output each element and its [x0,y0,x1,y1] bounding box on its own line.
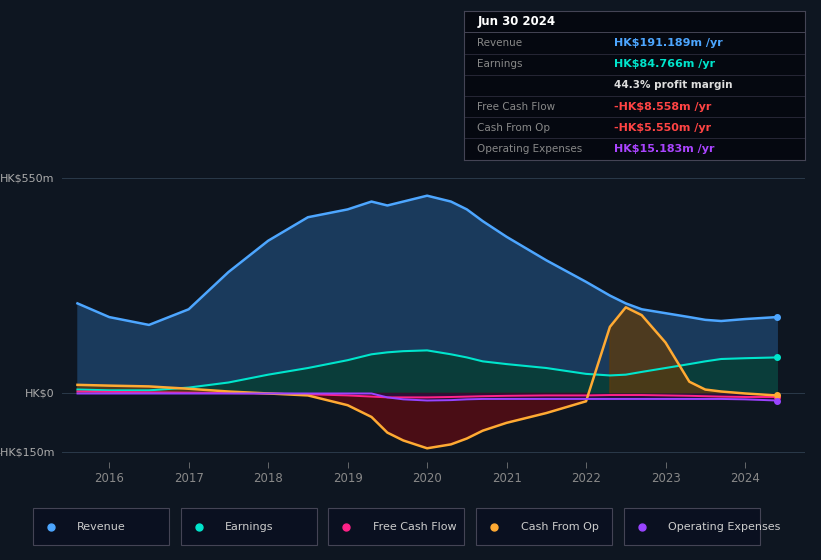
Text: -HK$5.550m /yr: -HK$5.550m /yr [614,123,711,133]
Text: 44.3% profit margin: 44.3% profit margin [614,81,732,90]
Text: HK$84.766m /yr: HK$84.766m /yr [614,59,715,69]
Text: HK$550m: HK$550m [0,173,55,183]
Text: HK$15.183m /yr: HK$15.183m /yr [614,144,714,154]
Text: -HK$150m: -HK$150m [0,447,55,457]
Text: Jun 30 2024: Jun 30 2024 [478,15,556,29]
Text: HK$191.189m /yr: HK$191.189m /yr [614,38,722,48]
FancyBboxPatch shape [33,508,169,545]
FancyBboxPatch shape [328,508,465,545]
Text: Cash From Op: Cash From Op [521,522,599,532]
Text: Cash From Op: Cash From Op [478,123,551,133]
FancyBboxPatch shape [476,508,612,545]
Text: Earnings: Earnings [225,522,273,532]
Text: Earnings: Earnings [478,59,523,69]
Text: Operating Expenses: Operating Expenses [478,144,583,154]
Text: Revenue: Revenue [478,38,523,48]
Text: Free Cash Flow: Free Cash Flow [373,522,456,532]
Text: Free Cash Flow: Free Cash Flow [478,101,556,111]
Text: Revenue: Revenue [77,522,126,532]
Text: Operating Expenses: Operating Expenses [668,522,781,532]
Text: -HK$8.558m /yr: -HK$8.558m /yr [614,101,711,111]
Text: HK$0: HK$0 [25,389,55,399]
FancyBboxPatch shape [181,508,317,545]
FancyBboxPatch shape [624,508,760,545]
